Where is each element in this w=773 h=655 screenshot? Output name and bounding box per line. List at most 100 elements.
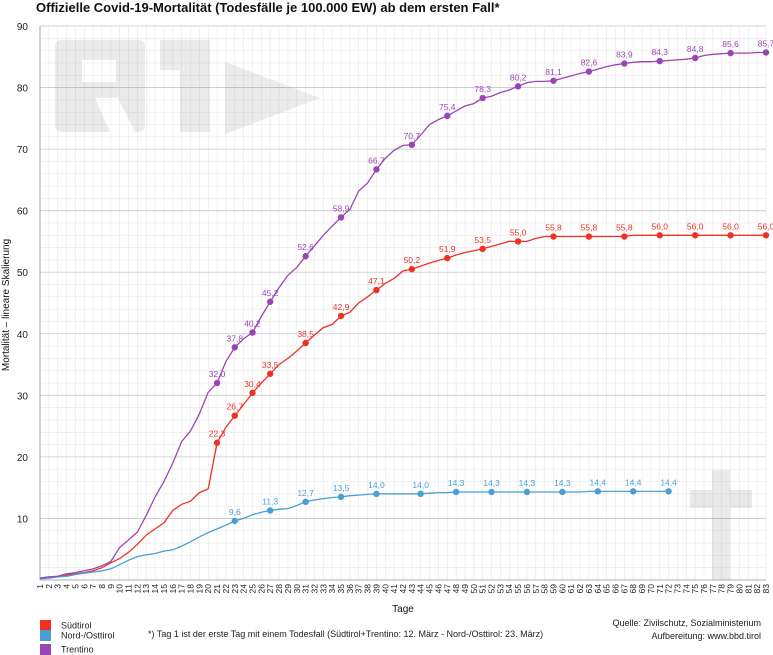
legend-swatch-trentino [40, 644, 51, 655]
data-label-nord-osttirol: 14,3 [519, 478, 536, 488]
data-point-trentino [444, 112, 451, 120]
x-tick-label: 17 [177, 584, 187, 594]
chart-title: Offizielle Covid-19-Mortalität (Todesfäl… [36, 0, 500, 15]
data-label-nord-osttirol: 14,0 [412, 480, 429, 490]
x-tick-label: 79 [726, 584, 736, 594]
y-tick-label: 20 [17, 453, 29, 464]
x-tick-label: 42 [398, 584, 408, 594]
x-tick-label: 1 [35, 584, 45, 589]
data-point-trentino [408, 141, 416, 149]
x-tick-label: 36 [345, 584, 355, 594]
data-point-trentino [266, 298, 274, 305]
axes: 1020304050607080901234567891011121314151… [17, 22, 771, 593]
data-point-s-dtirol [231, 412, 238, 419]
footnote: *) Tag 1 ist der erste Tag mit einem Tod… [148, 629, 544, 639]
data-point-nord-osttirol [266, 507, 274, 514]
source-note: Quelle: Zivilschutz, Sozialministerium [612, 618, 761, 628]
data-point-trentino [213, 379, 221, 387]
data-point-nord-osttirol [488, 488, 495, 496]
cross-vertical [712, 470, 730, 580]
x-tick-label: 18 [186, 584, 196, 594]
x-tick-label: 68 [628, 584, 638, 594]
x-tick-label: 30 [292, 584, 302, 594]
x-tick-label: 75 [690, 584, 700, 594]
x-tick-label: 26 [256, 584, 266, 594]
y-tick-label: 80 [17, 84, 29, 95]
data-point-trentino [550, 77, 557, 84]
x-tick-label: 80 [734, 584, 744, 594]
data-point-trentino [691, 54, 699, 62]
data-point-trentino [621, 60, 628, 67]
data-point-nord-osttirol [523, 488, 531, 496]
data-point-nord-osttirol [452, 488, 460, 496]
data-point-trentino [514, 83, 522, 90]
x-tick-label: 41 [389, 584, 399, 594]
data-point-s-dtirol [213, 439, 221, 446]
legend-item-nord-osttirol: Nord-/Osttirol [40, 630, 115, 642]
data-label-s-dtirol: 55,0 [510, 227, 527, 237]
data-point-s-dtirol [514, 238, 522, 245]
x-tick-label: 54 [504, 584, 514, 594]
y-tick-label: 30 [17, 391, 29, 402]
y-tick-label: 70 [17, 145, 29, 156]
legend-item-trentino: Trentino [40, 644, 94, 655]
y-tick-label: 90 [17, 22, 29, 33]
x-axis-label: Tage [392, 604, 414, 615]
data-point-nord-osttirol [302, 498, 309, 506]
x-tick-label: 74 [681, 584, 691, 594]
legend-label-trentino: Trentino [61, 644, 94, 655]
data-point-trentino [479, 94, 486, 102]
data-point-s-dtirol [691, 232, 699, 239]
r1-logo-r-block [55, 40, 145, 132]
x-tick-label: 83 [761, 584, 771, 594]
x-tick-label: 50 [469, 584, 479, 594]
x-tick-label: 63 [584, 584, 594, 594]
data-point-s-dtirol [337, 312, 345, 320]
data-point-s-dtirol [762, 232, 770, 239]
data-label-trentino: 84,8 [687, 44, 704, 54]
series-line-s-dtirol [39, 234, 766, 579]
data-label-trentino: 80,2 [510, 72, 527, 82]
x-tick-label: 25 [247, 584, 257, 594]
x-tick-label: 34 [327, 584, 337, 594]
x-tick-label: 66 [610, 584, 620, 594]
data-label-trentino: 37,8 [227, 333, 244, 343]
data-point-trentino [373, 166, 380, 173]
x-tick-label: 81 [743, 584, 753, 594]
x-tick-label: 59 [549, 584, 559, 594]
data-point-trentino [762, 49, 770, 56]
data-point-s-dtirol [266, 370, 274, 377]
x-tick-label: 44 [416, 584, 426, 594]
y-tick-label: 10 [17, 514, 29, 525]
x-tick-label: 37 [354, 584, 364, 594]
data-point-s-dtirol [656, 232, 663, 239]
data-point-s-dtirol [479, 245, 486, 253]
x-tick-label: 21 [212, 584, 222, 594]
data-point-trentino [249, 329, 256, 336]
data-label-trentino: 78,3 [474, 84, 491, 94]
x-tick-label: 2 [44, 584, 54, 589]
r1-logo-r-hole [82, 60, 116, 82]
x-tick-label: 7 [88, 584, 98, 589]
x-tick-label: 62 [575, 584, 585, 594]
x-tick-label: 72 [664, 584, 674, 594]
data-label-s-dtirol: 56,0 [651, 221, 668, 231]
legend-swatch-suedtirol [40, 620, 51, 632]
x-tick-label: 64 [593, 584, 603, 594]
data-point-trentino [727, 49, 734, 57]
data-label-s-dtirol: 50,2 [404, 255, 421, 265]
data-point-nord-osttirol [665, 488, 672, 495]
x-tick-label: 8 [97, 584, 107, 589]
x-tick-label: 35 [336, 584, 346, 594]
x-tick-label: 77 [708, 584, 718, 594]
credit-note: Aufbereitung: www.bbd.tirol [651, 631, 761, 641]
data-label-s-dtirol: 33,5 [262, 360, 279, 370]
x-tick-label: 46 [433, 584, 443, 594]
data-point-trentino [656, 57, 663, 65]
data-point-s-dtirol [373, 286, 380, 294]
r1-watermark [55, 40, 320, 134]
x-tick-label: 23 [230, 584, 240, 594]
x-tick-label: 32 [309, 584, 319, 594]
x-tick-label: 49 [460, 584, 470, 594]
